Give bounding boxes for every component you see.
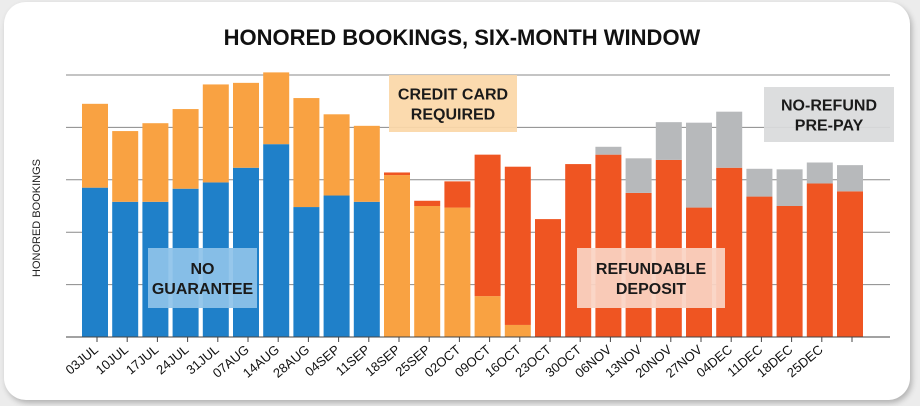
- bar-segment-gray: [776, 169, 803, 206]
- bar-segment-gray: [686, 122, 712, 208]
- bar-segment-red: [504, 166, 531, 325]
- annotation-box: [577, 248, 725, 308]
- chart-title: HONORED BOOKINGS, SIX-MONTH WINDOW: [224, 25, 701, 50]
- bar-segment-orange: [444, 207, 471, 337]
- bar-segment-red: [535, 219, 561, 337]
- bar-segment-red: [837, 191, 863, 337]
- annotation-box: [764, 87, 894, 142]
- bar-segment-red: [776, 206, 803, 337]
- bar-segment-red: [474, 154, 501, 297]
- bar-segment-orange: [414, 206, 441, 337]
- bar-segment-orange: [202, 84, 229, 183]
- bar-segment-orange: [112, 131, 139, 202]
- annotations: NO GUARANTEE CREDIT CARD REQUIRED REFUNDABLE…: [148, 75, 894, 308]
- bar-segment-gray: [806, 162, 833, 184]
- x-tick-label: 24JUL: [153, 342, 191, 378]
- y-axis-label: HONORED BOOKINGS: [31, 159, 43, 277]
- bar-segment-red: [806, 183, 833, 337]
- bar-segment-blue: [112, 201, 139, 337]
- bar-segment-red: [595, 154, 622, 337]
- bar-segment-orange: [474, 296, 501, 337]
- x-tick-label: 04SEP: [302, 342, 343, 380]
- annotation-text: GUARANTEE: [152, 281, 254, 298]
- annotation-text: PRE-PAY: [795, 118, 864, 135]
- bar-segment-gray: [595, 146, 622, 155]
- bar-segment-red: [746, 196, 773, 337]
- bar-segment-blue: [323, 195, 350, 337]
- annotation-text: REFUNDABLE: [596, 261, 707, 278]
- annotation-text: REQUIRED: [411, 107, 495, 124]
- bar-segment-gray: [746, 168, 773, 197]
- annotation-text: DEPOSIT: [616, 281, 686, 298]
- bar-segment-orange: [82, 103, 108, 188]
- annotation-text: NO-REFUND: [781, 98, 877, 115]
- x-tick-label: 10JUL: [93, 342, 131, 378]
- bar-segment-red: [444, 181, 471, 208]
- bar-segment-orange: [172, 109, 199, 189]
- bar-segment-gray: [716, 111, 743, 168]
- bar-segment-orange: [293, 98, 320, 208]
- bar-segment-orange: [142, 123, 169, 202]
- bar-segment-red: [414, 200, 441, 206]
- bar-segment-gray: [655, 122, 682, 160]
- bar-segment-blue: [293, 207, 320, 337]
- bar-segment-gray: [837, 165, 863, 192]
- annotation-text: NO: [191, 261, 215, 278]
- bar-segment-orange: [384, 175, 410, 337]
- bar-segment-blue: [82, 187, 108, 337]
- bar-segment-orange: [504, 324, 531, 337]
- bar-segment-gray: [625, 158, 652, 193]
- bar-segment-orange: [323, 114, 350, 196]
- annotation-box: [389, 75, 517, 132]
- annotation-text: CREDIT CARD: [398, 87, 508, 104]
- annotation-box: [148, 248, 257, 308]
- bar-segment-blue: [353, 201, 380, 337]
- bar-segment-orange: [263, 72, 290, 145]
- bar-segment-red: [384, 172, 410, 176]
- x-tick-label: 17JUL: [123, 342, 161, 378]
- x-tick-labels: 03JUL10JUL17JUL24JUL31JUL07AUG14AUG28AUG…: [63, 337, 853, 381]
- bar-segment-orange: [353, 125, 380, 202]
- bar-segment-blue: [263, 144, 290, 337]
- x-tick-label: 03JUL: [63, 342, 101, 378]
- bar-segment-orange: [233, 82, 259, 168]
